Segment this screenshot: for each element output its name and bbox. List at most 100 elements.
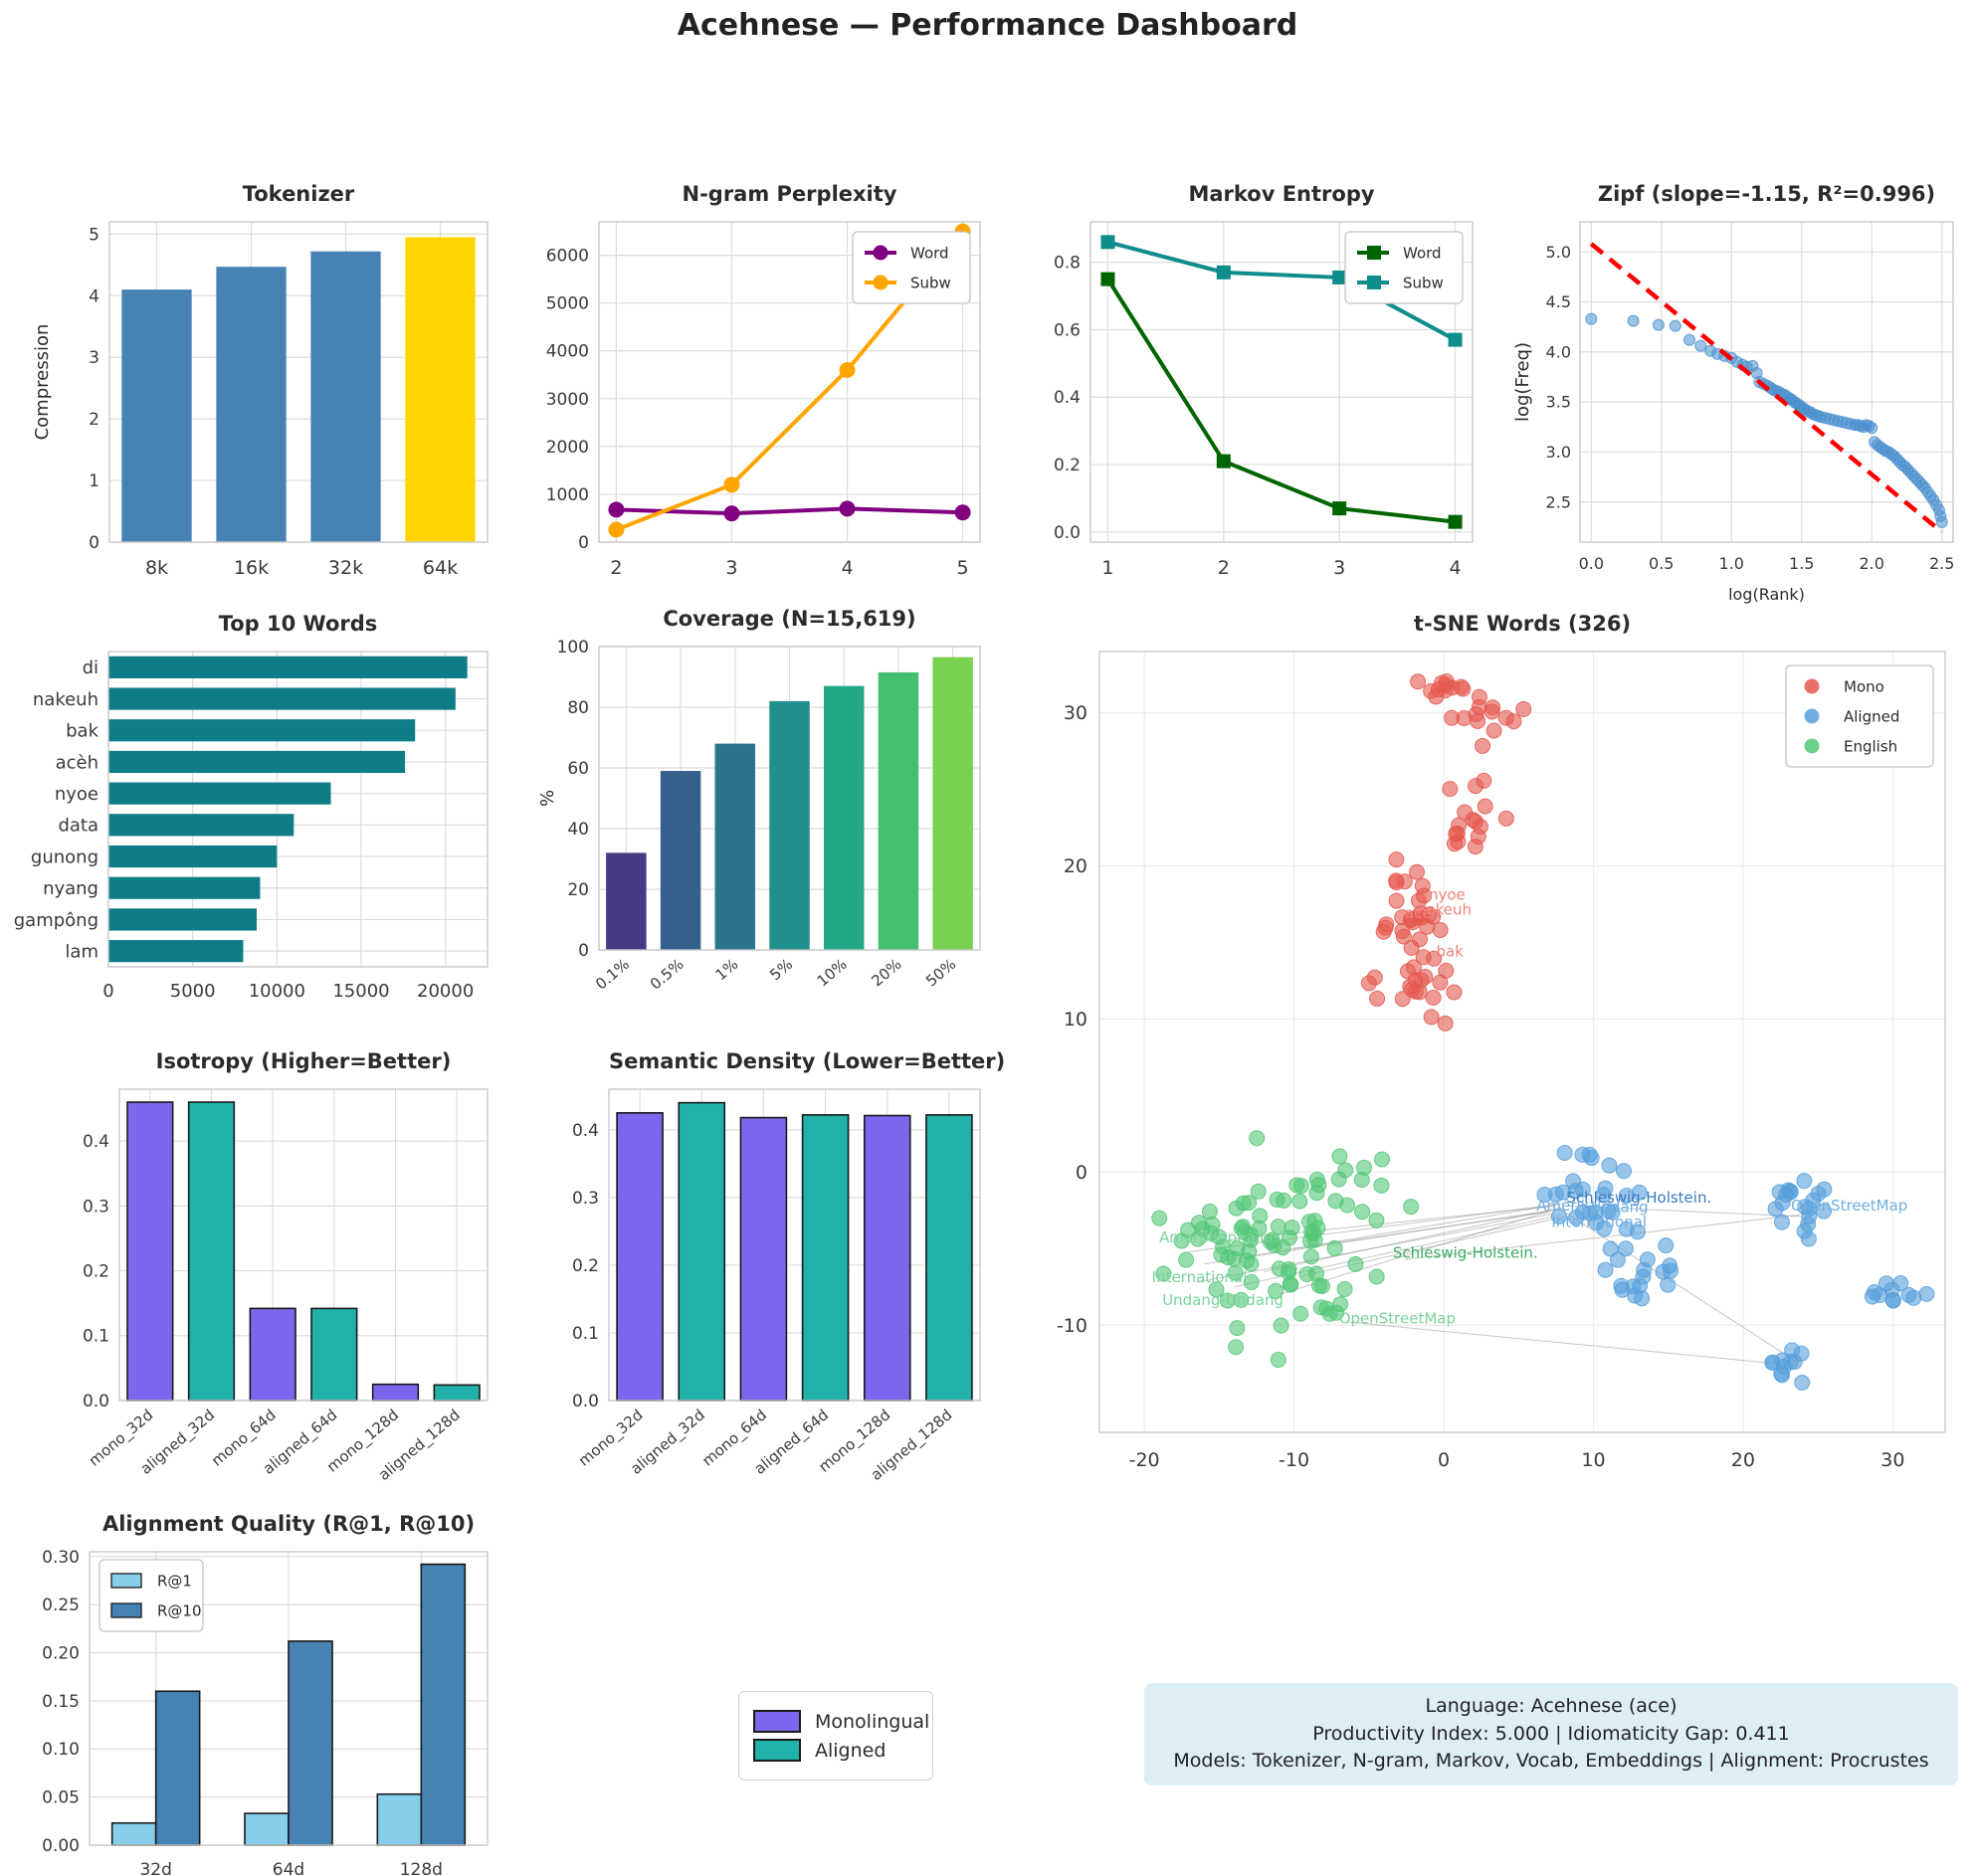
monolingual-swatch — [753, 1710, 801, 1733]
svg-text:4: 4 — [89, 286, 99, 306]
svg-text:OpenStreetMap: OpenStreetMap — [1791, 1197, 1907, 1215]
svg-text:R@1: R@1 — [157, 1572, 192, 1590]
svg-text:3000: 3000 — [546, 390, 589, 410]
top-words-plot: di nakeuh bak acèh nyoe data gunong nyang gampôn… — [14, 651, 489, 1002]
svg-text:nakeuh: nakeuh — [1417, 901, 1472, 919]
svg-text:1.0: 1.0 — [1719, 554, 1744, 573]
svg-text:0.2: 0.2 — [1054, 456, 1081, 475]
ngram-title: N-gram Perplexity — [682, 182, 897, 206]
alignment-quality-chart: Alignment Quality (R@1, R@10) 0.00 0.05 0.… — [42, 1512, 489, 1876]
svg-text:0.00: 0.00 — [42, 1836, 80, 1856]
svg-text:Subw: Subw — [910, 274, 951, 291]
svg-text:International: International — [1551, 1214, 1647, 1231]
svg-text:-10: -10 — [1057, 1315, 1087, 1337]
svg-text:Amorphophallus: Amorphophallus — [1159, 1228, 1281, 1246]
svg-text:0: 0 — [578, 941, 589, 961]
page-title: Acehnese — Performance Dashboard — [677, 8, 1298, 43]
svg-text:3: 3 — [89, 348, 99, 368]
figure-legend: Monolingual Aligned — [738, 1691, 933, 1781]
svg-text:0.2: 0.2 — [572, 1256, 599, 1276]
svg-text:nakeuh: nakeuh — [33, 689, 99, 710]
svg-text:acèh: acèh — [56, 752, 99, 773]
coverage-plot: 0 20 40 60 80 100 0.1% 0.5% 1% 5% 10% 20% 50%% — [537, 638, 981, 994]
svg-text:Mono: Mono — [1844, 677, 1884, 695]
svg-text:30: 30 — [1064, 702, 1087, 724]
svg-text:5000: 5000 — [170, 981, 216, 1002]
svg-text:gampông: gampông — [14, 910, 99, 931]
top-words-title: Top 10 Words — [218, 612, 378, 636]
svg-text:di: di — [83, 657, 99, 678]
aligned-swatch — [753, 1739, 801, 1762]
svg-text:6000: 6000 — [546, 247, 589, 267]
markov-plot: 0.0 0.2 0.4 0.6 0.8 1 2 3 4 Word Subw — [1054, 221, 1474, 579]
ngram-perplexity-chart: N-gram Perplexity 0 1000 2000 3000 4000 5000 6… — [546, 182, 981, 579]
svg-text:5: 5 — [957, 557, 969, 579]
svg-text:4: 4 — [1449, 557, 1461, 579]
svg-text:2.5: 2.5 — [1546, 492, 1571, 511]
svg-text:Schleswig-Holstein.: Schleswig-Holstein. — [1393, 1244, 1538, 1262]
svg-text:1: 1 — [1101, 557, 1113, 579]
info-language: Language: Acehnese (ace) — [1425, 1695, 1678, 1717]
svg-text:10000: 10000 — [249, 981, 305, 1002]
svg-text:-20: -20 — [1129, 1449, 1160, 1471]
svg-text:log(Rank): log(Rank) — [1728, 585, 1805, 604]
svg-text:5%: 5% — [766, 955, 796, 984]
svg-text:1: 1 — [89, 471, 99, 491]
svg-text:data: data — [58, 816, 99, 837]
svg-text:0.30: 0.30 — [42, 1548, 80, 1568]
svg-text:3.0: 3.0 — [1546, 443, 1571, 462]
svg-text:2.0: 2.0 — [1860, 554, 1884, 573]
isotropy-plot: 0.00.10.20.30.4mono_32daligned_32dmono_6… — [83, 1088, 489, 1485]
svg-text:0: 0 — [1076, 1162, 1087, 1184]
svg-text:0: 0 — [89, 533, 99, 553]
alignment-quality-plot: 0.00 0.05 0.10 0.15 0.20 0.25 0.30 32d 64d 128d R@… — [42, 1548, 489, 1876]
info-models: Models: Tokenizer, N-gram, Markov, Vocab… — [1173, 1750, 1929, 1773]
svg-text:4000: 4000 — [546, 342, 589, 362]
svg-text:English: English — [1844, 737, 1897, 755]
aligned-label: Aligned — [815, 1739, 887, 1762]
svg-text:acèh: acèh — [1405, 904, 1441, 922]
svg-text:0.1: 0.1 — [572, 1324, 599, 1344]
svg-text:40: 40 — [567, 820, 589, 840]
svg-text:3: 3 — [725, 557, 737, 579]
svg-text:5.0: 5.0 — [1546, 243, 1571, 262]
svg-text:4.5: 4.5 — [1546, 292, 1571, 311]
svg-text:0.0: 0.0 — [1054, 523, 1081, 543]
semantic-density-plot: 0.00.10.20.30.4mono_32daligned_32dmono_6… — [572, 1088, 981, 1485]
svg-text:3.5: 3.5 — [1546, 393, 1571, 412]
svg-text:4: 4 — [841, 557, 853, 579]
svg-text:Schleswig-Holstein.: Schleswig-Holstein. — [1566, 1189, 1711, 1207]
svg-text:0: 0 — [578, 533, 589, 553]
svg-text:Aligned: Aligned — [1844, 707, 1899, 725]
svg-text:128d: 128d — [400, 1860, 443, 1876]
tokenizer-chart: Tokenizer 0 1 2 3 4 5 8k 16k 32k 64k Compression — [32, 182, 489, 579]
svg-text:0.0: 0.0 — [572, 1392, 599, 1411]
tokenizer-plot: 0 1 2 3 4 5 8k 16k 32k 64k Compression — [32, 221, 489, 579]
svg-text:0.8: 0.8 — [1054, 254, 1081, 274]
tsne-title: t-SNE Words (326) — [1413, 612, 1632, 636]
svg-text:5000: 5000 — [546, 294, 589, 314]
svg-text:0.0: 0.0 — [83, 1392, 109, 1411]
tsne-chart: t-SNE Words (326) nyoe nakeuh acèh bak Schle… — [1057, 612, 1946, 1471]
svg-text:0.4: 0.4 — [572, 1121, 599, 1141]
svg-text:Compression: Compression — [32, 324, 53, 441]
svg-text:%: % — [537, 790, 558, 807]
legend-item-aligned: Aligned — [753, 1739, 918, 1762]
svg-text:0.1%: 0.1% — [592, 955, 633, 993]
svg-text:1.5: 1.5 — [1789, 554, 1814, 573]
svg-text:Undang-Undang: Undang-Undang — [1162, 1291, 1284, 1309]
svg-text:3: 3 — [1333, 557, 1345, 579]
svg-text:5: 5 — [89, 225, 99, 245]
svg-text:32d: 32d — [139, 1860, 171, 1876]
monolingual-label: Monolingual — [815, 1710, 930, 1733]
svg-text:80: 80 — [567, 698, 589, 718]
svg-text:Word: Word — [910, 244, 949, 262]
svg-text:10: 10 — [1581, 1449, 1605, 1471]
svg-text:nyoe: nyoe — [1429, 885, 1466, 903]
svg-text:0.1: 0.1 — [83, 1327, 109, 1347]
svg-text:20%: 20% — [868, 955, 904, 990]
svg-text:1%: 1% — [712, 955, 742, 984]
svg-text:0.5%: 0.5% — [647, 955, 688, 993]
svg-text:32k: 32k — [328, 557, 363, 579]
svg-text:20000: 20000 — [417, 981, 474, 1002]
